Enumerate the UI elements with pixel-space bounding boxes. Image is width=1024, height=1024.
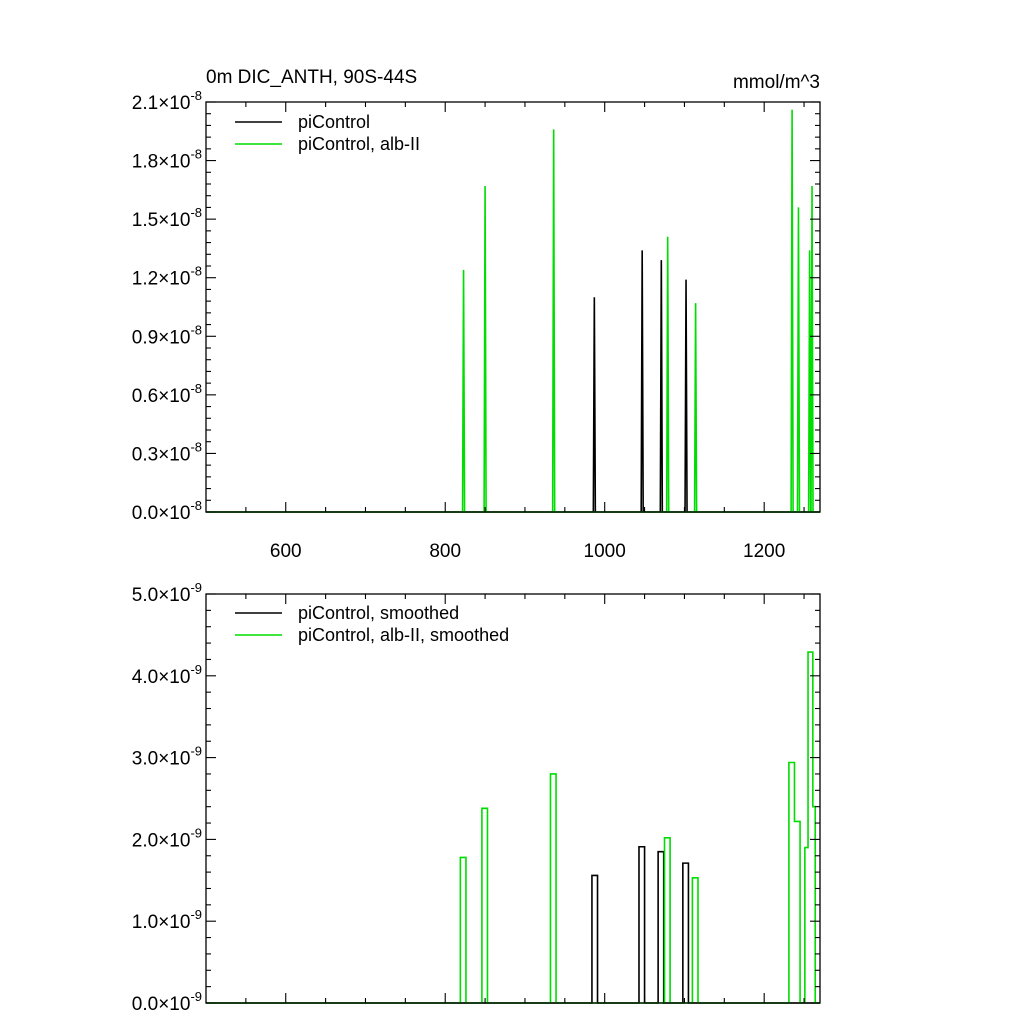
y-tick-label: 3.0×10-9: [132, 744, 202, 770]
y-tick-label: 4.0×10-9: [132, 662, 202, 688]
x-tick-label: 1200: [743, 541, 785, 562]
legend-label: piControl, smoothed: [298, 603, 459, 623]
y-tick-label: 0.3×10-8: [132, 439, 202, 465]
legend-label: piControl: [298, 112, 370, 132]
top-panel: 600 800 1000 1200 0.0×10-8 0.3×10-8 0.6×10-8 0.…: [132, 67, 821, 562]
x-tick-label: 600: [270, 541, 302, 562]
y-tick-label: 5.0×10-9: [132, 580, 202, 606]
y-tick-label: 1.8×10-8: [132, 147, 202, 173]
plot-frame: [205, 593, 821, 1004]
y-tick-label: 0.0×10-9: [132, 989, 202, 1015]
legend-label: piControl, alb-II, smoothed: [298, 625, 509, 645]
series-line-picontrol-alb-ii-smoothed: [206, 651, 820, 1004]
y-tick-label: 1.0×10-9: [132, 907, 202, 933]
y-tick-label: 1.2×10-8: [132, 264, 202, 290]
series-line-picontrol-smoothed: [206, 845, 820, 1004]
x-tick-label: 1000: [584, 541, 626, 562]
bottom-panel: 0.0×10-9 1.0×10-9 2.0×10-9 3.0×10-9 4.0×10-9…: [132, 580, 821, 1015]
units-label: mmol/m^3: [733, 72, 820, 93]
plot-frame: [205, 101, 821, 513]
x-tick-label: 800: [429, 541, 461, 562]
y-tick-label: 0.0×10-8: [132, 498, 202, 524]
series-line-picontrol: [206, 250, 820, 513]
y-tick-label: 1.5×10-8: [132, 205, 202, 231]
series-line-picontrol-alb-ii: [206, 109, 820, 513]
y-tick-label: 2.0×10-9: [132, 825, 202, 851]
chart-title: 0m DIC_ANTH, 90S-44S: [206, 67, 417, 88]
y-tick-label: 0.6×10-8: [132, 381, 202, 407]
y-tick-label: 2.1×10-8: [132, 88, 202, 114]
y-tick-label: 0.9×10-8: [132, 322, 202, 348]
legend-label: piControl, alb-II: [298, 134, 420, 154]
